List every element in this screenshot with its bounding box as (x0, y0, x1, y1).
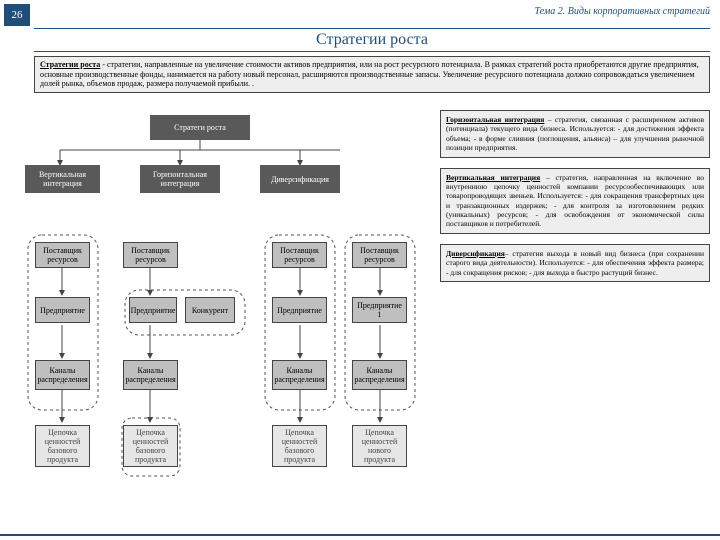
textbox-horizontal: Горизонтальная интеграция – стратегия, с… (440, 110, 710, 158)
definition-box: Стратегии роста - стратегии, направленны… (34, 56, 710, 93)
node-diversification: Диверсификация (260, 165, 340, 193)
col2-competitor: Конкурент (185, 297, 235, 323)
tb1-title: Вертикальная интеграция (446, 173, 540, 182)
footer-rule (0, 534, 720, 536)
col3-enterprise: Предприятие (272, 297, 327, 323)
col3-vchain: Цепочка ценностей базового продукта (272, 425, 327, 467)
theme-label: Тема 2. Виды корпоративных стратегий (535, 6, 710, 17)
tb0-title: Горизонтальная интеграция (446, 115, 544, 124)
col1-vchain: Цепочка ценностей базового продукта (35, 425, 90, 467)
col2-enterprise: Предприятие (129, 297, 177, 323)
col2-channels: Каналы распределения (123, 360, 178, 390)
node-vertical: Вертикальная интеграция (25, 165, 100, 193)
col4-vchain: Цепочка ценностей нового продукта (352, 425, 407, 467)
page-title: Стратегии роста (34, 28, 710, 52)
textbox-vertical: Вертикальная интеграция – стратегия, нап… (440, 168, 710, 234)
col1-supplier: Поставщик ресурсов (35, 242, 90, 268)
col4-enterprise1: Предприятие 1 (352, 297, 407, 323)
col3-supplier: Поставщик ресурсов (272, 242, 327, 268)
col4-supplier: Поставщик ресурсов (352, 242, 407, 268)
col2-vchain: Цепочка ценностей базового продукта (123, 425, 178, 467)
col2-supplier: Поставщик ресурсов (123, 242, 178, 268)
text-column: Горизонтальная интеграция – стратегия, с… (440, 110, 710, 292)
textbox-diversification: Диверсификация– стратегия выхода в новый… (440, 244, 710, 282)
tb2-title: Диверсификация (446, 249, 505, 258)
page-number: 26 (4, 4, 30, 26)
col3-channels: Каналы распределения (272, 360, 327, 390)
definition-rest: - стратегии, направленные на увеличение … (40, 60, 699, 88)
definition-lead: Стратегии роста (40, 60, 100, 69)
col1-channels: Каналы распределения (35, 360, 90, 390)
diagram-area: Стратеги роста Вертикальная интеграция Г… (10, 110, 430, 530)
node-root: Стратеги роста (150, 115, 250, 140)
col1-enterprise: Предприятие (35, 297, 90, 323)
node-horizontal: Горизонтальная интеграция (140, 165, 220, 193)
col4-channels: Каналы распределения (352, 360, 407, 390)
